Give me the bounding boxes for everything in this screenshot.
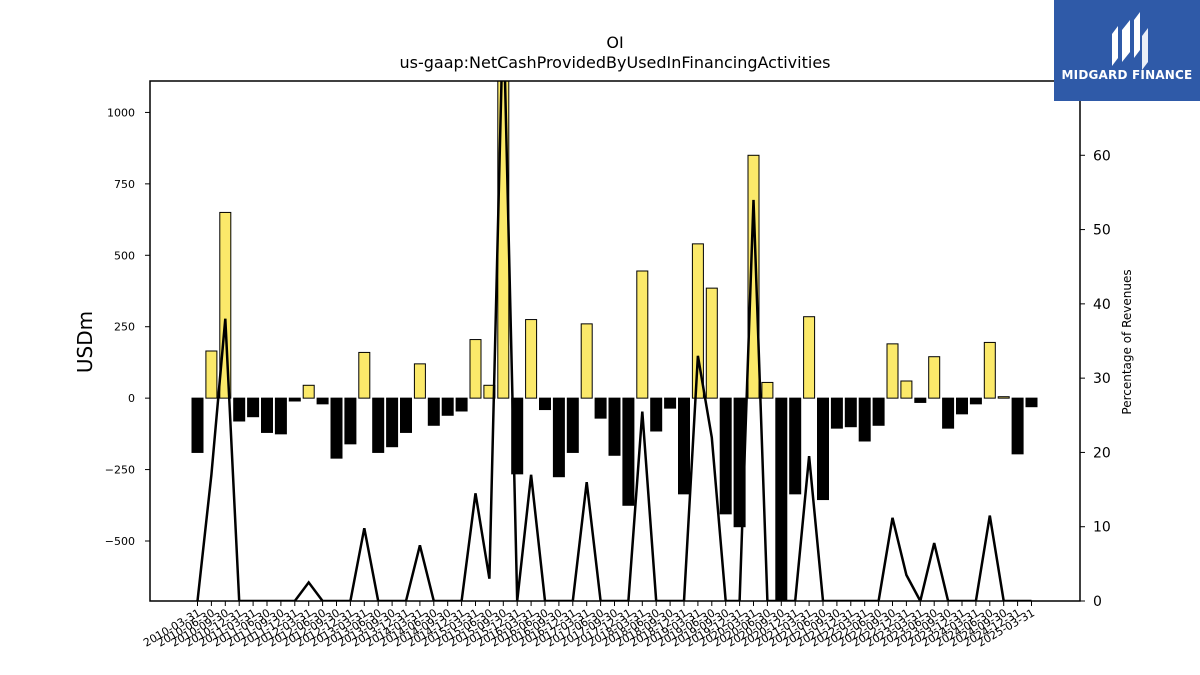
y-tick-label: 750 [114,178,135,191]
bar-2017-09-30 [608,397,621,456]
bar-2018-09-30 [664,397,677,409]
y-tick-label: 250 [114,321,135,334]
y-axis-label: USDm [73,311,97,373]
bar-2016-06-30 [539,397,551,411]
y2-tick-label: 0 [1093,594,1102,610]
x-axis-ticks: 2010-03-312010-06-302010-09-302010-12-31… [141,601,1037,650]
bar-2011-09-30 [274,397,287,435]
y-tick-label: 500 [114,249,135,262]
bar-2023-09-30 [942,397,955,429]
bar-2022-03-31 [858,397,871,442]
bar-2022-09-30 [886,343,899,399]
bar-2018-06-30 [650,397,663,432]
bar-2015-03-31 [469,339,482,399]
chart-title: OI [606,33,623,52]
y2-tick-label: 50 [1093,223,1111,239]
y2-axis-label: Percentage of Revenues [1120,269,1134,414]
bar-2020-03-31 [747,154,760,399]
y-tick-label: 1000 [107,106,135,119]
bar-2013-06-30 [372,397,385,453]
bar-2017-06-30 [594,397,607,419]
y-tick-label: 0 [128,392,135,405]
bar-2023-12-31 [956,397,968,415]
bar-2010-06-30 [205,350,218,399]
bar-2011-06-30 [261,397,273,433]
bar-2012-09-30 [330,397,343,459]
plot-frame [149,80,1081,602]
bar-2014-06-30 [427,397,440,426]
bar-2019-09-30 [719,397,732,515]
bar-2019-03-31 [691,243,704,399]
bar-2018-12-31 [678,397,690,495]
bar-2020-06-30 [761,381,774,399]
y2-axis-ticks: 0 10 20 30 40 50 60 [1080,148,1111,610]
y-axis-ticks: −500 −250 0 250 500 750 1000 [105,106,150,548]
brand-name: MIDGARD FINANCE [1061,68,1193,82]
bar-2024-03-31 [969,397,982,405]
bar-2024-09-30 [997,396,1010,399]
bar-2024-12-31 [1011,397,1024,455]
bar-2025-03-31 [1025,397,1038,408]
bar-2022-12-31 [900,380,913,399]
brand-logo: MIDGARD FINANCE [1054,0,1200,101]
bar-2020-12-31 [789,397,802,495]
bar-2013-12-31 [400,397,412,433]
bar-2011-03-31 [247,397,260,418]
bar-2022-06-30 [872,397,885,426]
bar-2021-12-31 [844,397,857,428]
bar-2018-03-31 [636,270,649,399]
bar-2015-12-31 [511,397,524,475]
bar-2020-09-30 [775,397,788,601]
y-tick-label: −500 [105,535,135,548]
y2-tick-label: 30 [1093,371,1111,387]
y2-tick-label: 20 [1093,445,1111,461]
bar-2013-09-30 [386,397,399,448]
bar-2014-03-31 [413,363,426,399]
bar-2010-03-31 [191,397,204,453]
bar-2014-09-30 [441,397,454,416]
bar-2010-09-30 [219,211,232,399]
bar-2016-03-31 [525,319,538,399]
bar-2012-03-31 [302,384,315,399]
bar-2017-03-31 [580,323,593,399]
bar-2016-12-31 [566,397,579,453]
midgard-logo-icon [1112,12,1148,70]
bar-2012-06-30 [316,397,329,405]
bar-2021-09-30 [830,397,843,429]
bar-2024-06-30 [983,341,996,399]
bar-2010-12-31 [233,397,246,422]
bar-2013-03-31 [358,351,371,399]
bar-2021-03-31 [803,316,816,399]
y2-tick-label: 40 [1093,297,1111,313]
axes [149,80,1081,602]
revenue-percentage-line [196,81,1032,601]
line-series [196,81,1032,601]
bar-2014-12-31 [455,397,468,412]
bar-2016-09-30 [552,397,565,478]
y2-tick-label: 60 [1093,148,1111,164]
bar-2019-06-30 [705,287,718,399]
bar-2012-12-31 [344,397,357,445]
bar-2017-12-31 [622,397,635,506]
bar-2011-12-31 [288,397,301,402]
bar-2023-03-31 [914,397,927,403]
chart-subtitle: us-gaap:NetCashProvidedByUsedInFinancing… [399,53,830,72]
y-tick-label: −250 [105,464,135,477]
bar-series [191,81,1038,601]
bar-2021-06-30 [817,397,829,501]
y2-tick-label: 10 [1093,520,1111,536]
bar-2023-06-30 [928,356,941,399]
